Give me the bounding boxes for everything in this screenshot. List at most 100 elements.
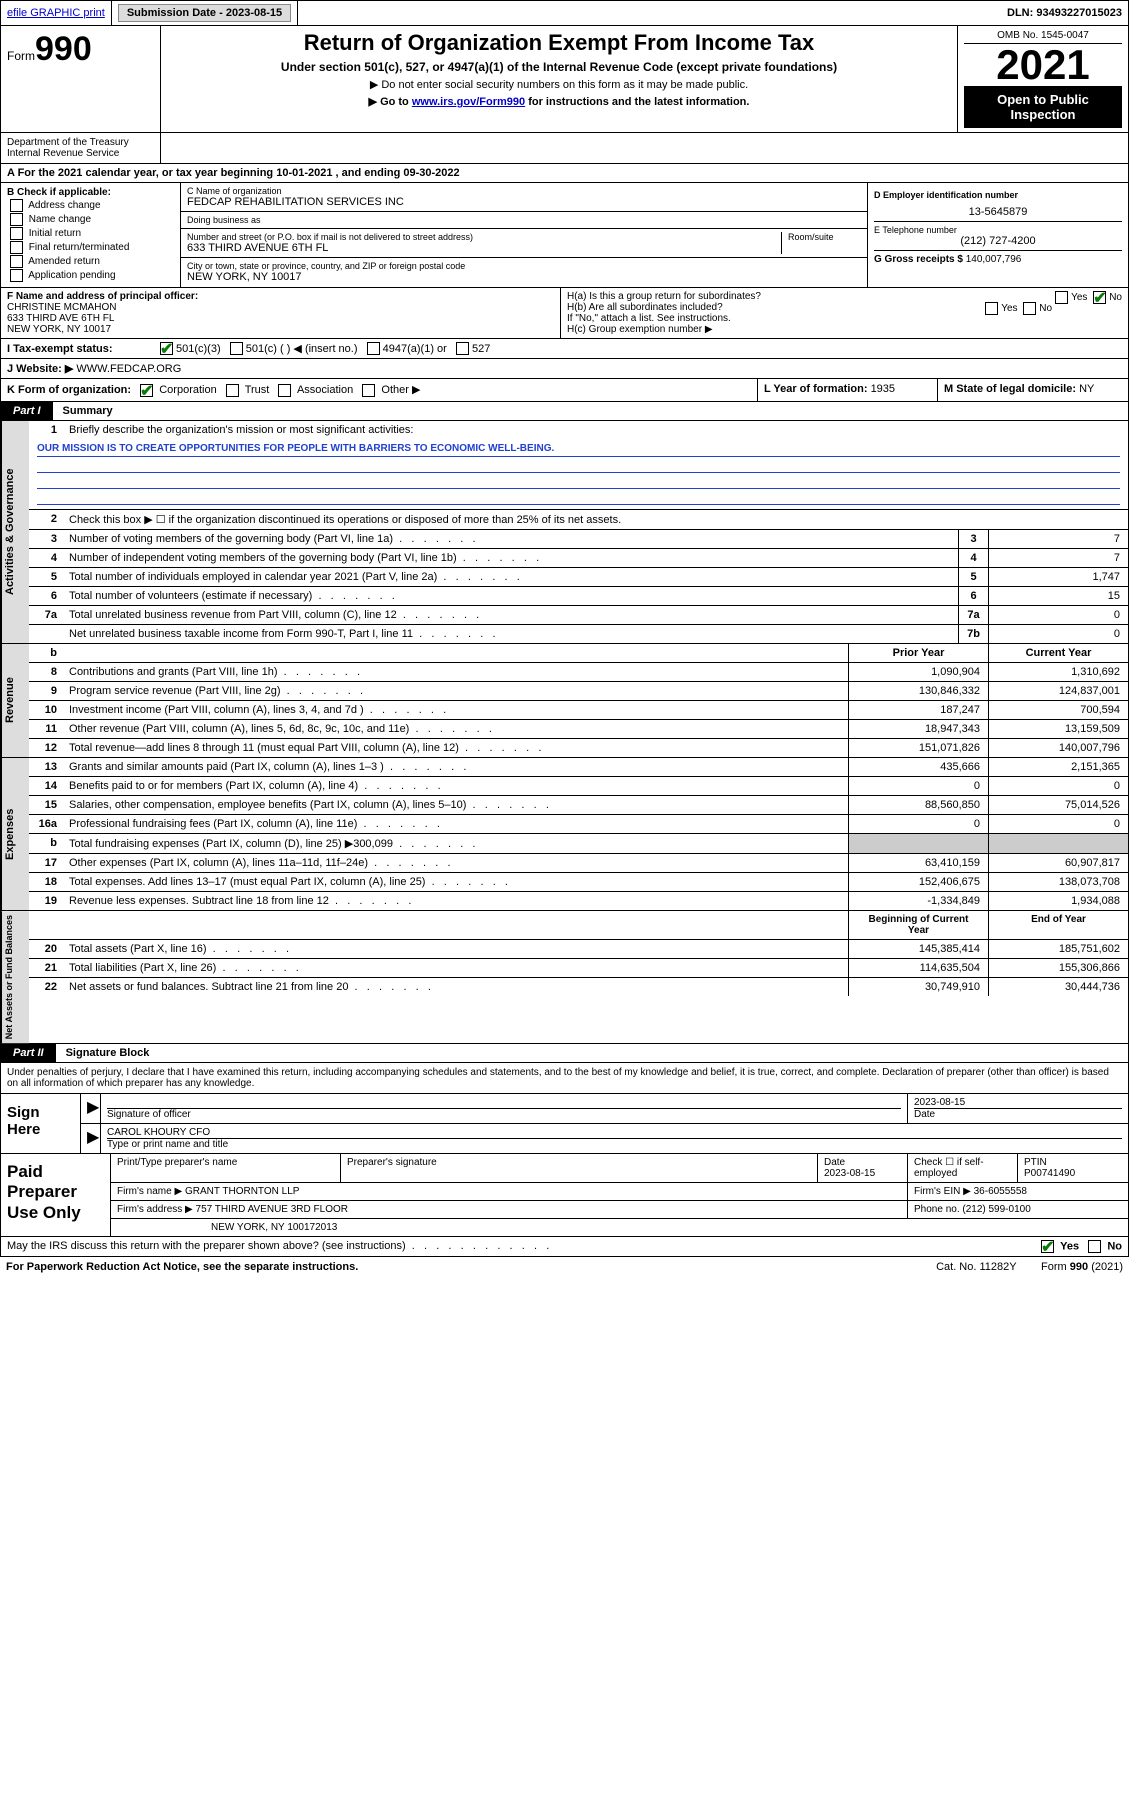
box-deg: D Employer identification number 13-5645… bbox=[868, 183, 1128, 287]
line-desc: Total number of volunteers (estimate if … bbox=[63, 587, 958, 605]
prep-date-label: Date bbox=[824, 1157, 845, 1168]
line-desc: Investment income (Part VIII, column (A)… bbox=[63, 701, 848, 719]
line-num: 12 bbox=[29, 739, 63, 757]
current-year-hdr: Current Year bbox=[988, 644, 1128, 662]
form-title: Return of Organization Exempt From Incom… bbox=[167, 30, 951, 56]
irs-link[interactable]: www.irs.gov/Form990 bbox=[412, 96, 525, 108]
chk-final-return[interactable]: Final return/terminated bbox=[7, 241, 174, 254]
chk-name-change[interactable]: Name change bbox=[7, 213, 174, 226]
pra-text: For Paperwork Reduction Act Notice, see … bbox=[6, 1261, 358, 1273]
box-m: M State of legal domicile: NY bbox=[938, 379, 1128, 401]
current-value: 140,007,796 bbox=[988, 739, 1128, 757]
current-value: 155,306,866 bbox=[988, 959, 1128, 977]
efile-link[interactable]: efile GRAPHIC print bbox=[1, 1, 112, 25]
period-end: 09-30-2022 bbox=[403, 167, 459, 179]
line-num: 6 bbox=[29, 587, 63, 605]
chk-association[interactable] bbox=[278, 384, 291, 397]
prior-value: 435,666 bbox=[848, 758, 988, 776]
line-box: 4 bbox=[958, 549, 988, 567]
self-employed-chk[interactable]: Check ☐ if self-employed bbox=[914, 1157, 984, 1179]
chk-trust[interactable] bbox=[226, 384, 239, 397]
ha-no[interactable] bbox=[1093, 291, 1106, 304]
discuss-yes[interactable] bbox=[1041, 1240, 1054, 1253]
open-to-public: Open to Public Inspection bbox=[964, 86, 1122, 128]
discuss-no[interactable] bbox=[1088, 1240, 1101, 1253]
line-desc: Net unrelated business taxable income fr… bbox=[63, 625, 958, 643]
mission-text: OUR MISSION IS TO CREATE OPPORTUNITIES F… bbox=[37, 443, 1120, 457]
prior-value: 88,560,850 bbox=[848, 796, 988, 814]
form-header: Form990 Return of Organization Exempt Fr… bbox=[0, 26, 1129, 133]
gov-row: 6Total number of volunteers (estimate if… bbox=[29, 587, 1128, 606]
chk-527[interactable] bbox=[456, 342, 469, 355]
officer-addr1: 633 THIRD AVE 6TH FL bbox=[7, 313, 114, 324]
prior-value bbox=[848, 834, 988, 853]
preparer-name-label: Print/Type preparer's name bbox=[117, 1157, 237, 1168]
chk-amended-return[interactable]: Amended return bbox=[7, 255, 174, 268]
box-f: F Name and address of principal officer:… bbox=[1, 288, 561, 338]
line-value: 7 bbox=[988, 549, 1128, 567]
gov-vlabel: Activities & Governance bbox=[1, 421, 29, 643]
chk-501c[interactable] bbox=[230, 342, 243, 355]
paid-preparer-label: Paid Preparer Use Only bbox=[1, 1154, 111, 1236]
prior-value: 114,635,504 bbox=[848, 959, 988, 977]
line-desc: Other revenue (Part VIII, column (A), li… bbox=[63, 720, 848, 738]
boxes-klm: K Form of organization: Corporation Trus… bbox=[0, 379, 1129, 402]
activities-governance: Activities & Governance 1 Briefly descri… bbox=[0, 421, 1129, 644]
phone-label: E Telephone number bbox=[874, 225, 1122, 235]
hb-yes[interactable] bbox=[985, 302, 998, 315]
prep-date: 2023-08-15 bbox=[824, 1168, 875, 1179]
gross-receipts-value: 140,007,796 bbox=[966, 254, 1022, 265]
box-j: J Website: ▶ WWW.FEDCAP.ORG bbox=[0, 359, 1129, 379]
ptin-value: P00741490 bbox=[1024, 1168, 1075, 1179]
line-num: 5 bbox=[29, 568, 63, 586]
line-value: 7 bbox=[988, 530, 1128, 548]
data-row: 10Investment income (Part VIII, column (… bbox=[29, 701, 1128, 720]
line-num: 20 bbox=[29, 940, 63, 958]
prior-value: 0 bbox=[848, 777, 988, 795]
preparer-sig-label: Preparer's signature bbox=[347, 1157, 437, 1168]
chk-corporation[interactable] bbox=[140, 384, 153, 397]
footer-pra: For Paperwork Reduction Act Notice, see … bbox=[0, 1257, 1129, 1277]
chk-other[interactable] bbox=[362, 384, 375, 397]
box-b-header: B Check if applicable: bbox=[7, 187, 111, 198]
form-instr2: ▶ Go to www.irs.gov/Form990 for instruct… bbox=[167, 95, 951, 108]
gov-row: 4Number of independent voting members of… bbox=[29, 549, 1128, 568]
city-label: City or town, state or province, country… bbox=[187, 261, 861, 271]
line-num: 21 bbox=[29, 959, 63, 977]
line-num: 7a bbox=[29, 606, 63, 624]
line-num: 17 bbox=[29, 854, 63, 872]
data-row: 8Contributions and grants (Part VIII, li… bbox=[29, 663, 1128, 682]
line-num: 13 bbox=[29, 758, 63, 776]
ha-yes[interactable] bbox=[1055, 291, 1068, 304]
line-num: 3 bbox=[29, 530, 63, 548]
chk-initial-return[interactable]: Initial return bbox=[7, 227, 174, 240]
submission-date-cell: Submission Date - 2023-08-15 bbox=[112, 1, 298, 25]
chk-501c3[interactable] bbox=[160, 342, 173, 355]
officer-addr2: NEW YORK, NY 10017 bbox=[7, 324, 111, 335]
part1-header: Part I Summary bbox=[0, 402, 1129, 421]
line-box: 3 bbox=[958, 530, 988, 548]
data-row: 20Total assets (Part X, line 16)145,385,… bbox=[29, 940, 1128, 959]
hb-no[interactable] bbox=[1023, 302, 1036, 315]
paid-preparer-block: Paid Preparer Use Only Print/Type prepar… bbox=[0, 1154, 1129, 1237]
line-desc: Revenue less expenses. Subtract line 18 … bbox=[63, 892, 848, 910]
form-subtitle: Under section 501(c), 527, or 4947(a)(1)… bbox=[167, 60, 951, 74]
period-begin: 10-01-2021 bbox=[276, 167, 332, 179]
line-value: 0 bbox=[988, 606, 1128, 624]
line-value: 15 bbox=[988, 587, 1128, 605]
officer-name: CHRISTINE MCMAHON bbox=[7, 302, 116, 313]
line-desc: Total fundraising expenses (Part IX, col… bbox=[63, 834, 848, 853]
sign-here-label: Sign Here bbox=[1, 1094, 81, 1153]
end-year-hdr: End of Year bbox=[988, 911, 1128, 939]
data-row: 12Total revenue—add lines 8 through 11 (… bbox=[29, 739, 1128, 757]
line-desc: Total liabilities (Part X, line 26) bbox=[63, 959, 848, 977]
line-num: 19 bbox=[29, 892, 63, 910]
firm-phone: (212) 599-0100 bbox=[962, 1204, 1030, 1215]
chk-4947[interactable] bbox=[367, 342, 380, 355]
data-row: 15Salaries, other compensation, employee… bbox=[29, 796, 1128, 815]
sig-date: 2023-08-15 bbox=[914, 1097, 965, 1108]
chk-application-pending[interactable]: Application pending bbox=[7, 269, 174, 282]
chk-address-change[interactable]: Address change bbox=[7, 199, 174, 212]
line-num: 22 bbox=[29, 978, 63, 996]
part2-tag: Part II bbox=[1, 1044, 56, 1062]
